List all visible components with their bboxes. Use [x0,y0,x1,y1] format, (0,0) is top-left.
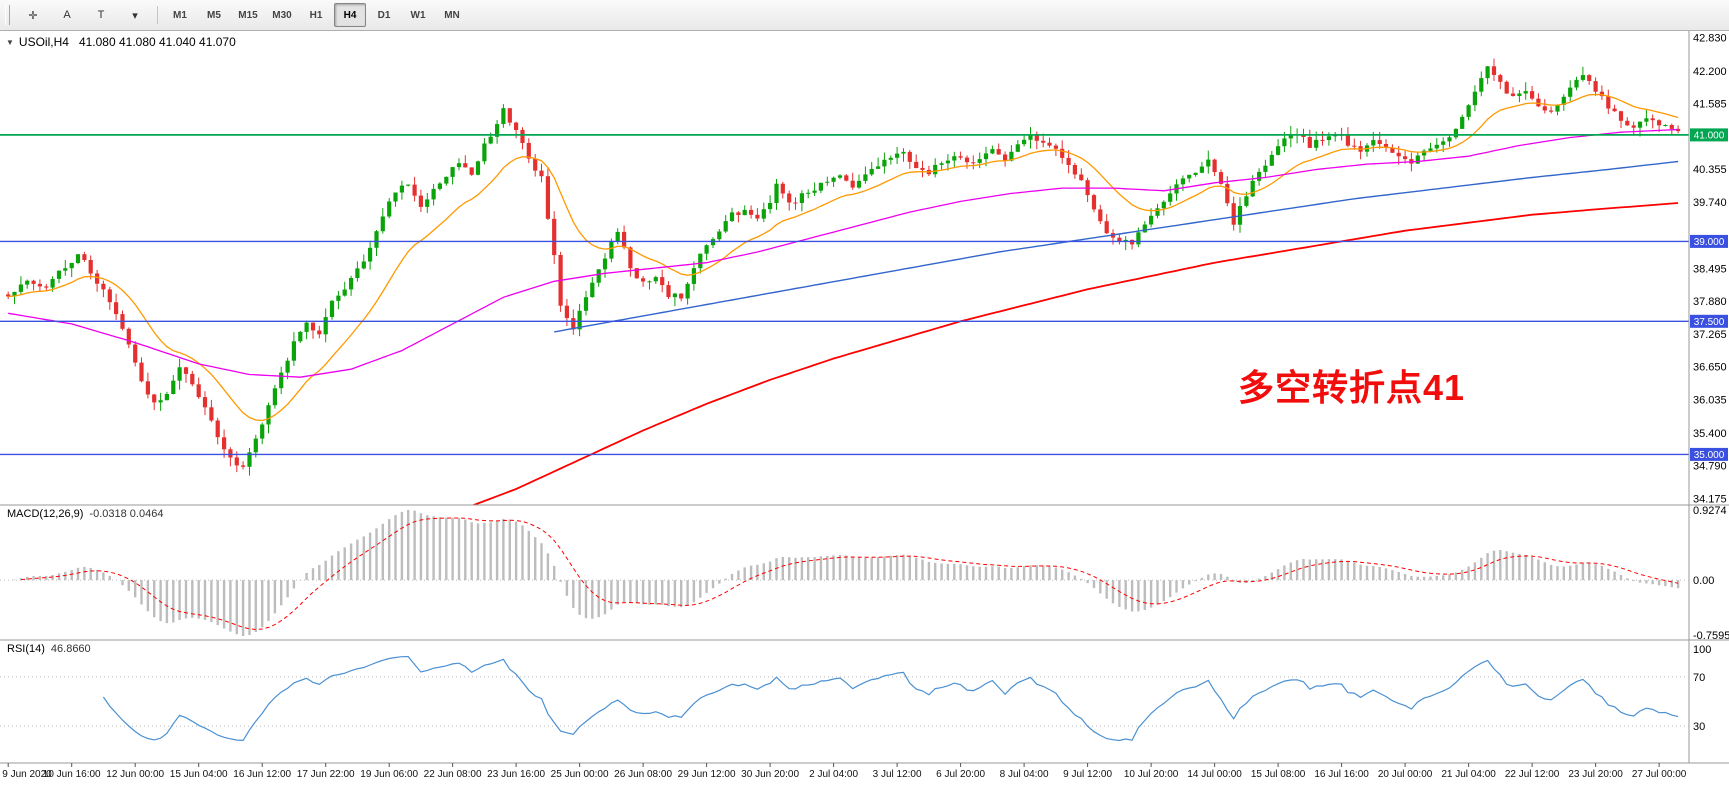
timeframe-button-d1[interactable]: D1 [377,9,391,21]
ma-red-line [471,202,1679,505]
svg-text:8 Jul 04:00: 8 Jul 04:00 [1000,769,1049,780]
cursor-tool-icon[interactable]: ✛ [28,9,38,22]
svg-text:37.880: 37.880 [1693,296,1727,308]
svg-text:3 Jul 12:00: 3 Jul 12:00 [873,769,922,780]
timeframe-button-h4[interactable]: H4 [334,3,366,27]
svg-text:35.400: 35.400 [1693,428,1727,440]
macd-axis: 0.9274 0.00 -0.7595 [1693,505,1729,642]
svg-text:10 Jun 16:00: 10 Jun 16:00 [43,769,101,780]
price-tags: 41.000 39.000 37.500 35.000 [1690,128,1728,461]
svg-text:36.650: 36.650 [1693,362,1727,374]
candlestick-series [6,58,1681,476]
rsi-axis: 100 70 30 [1693,644,1711,733]
symbol-name: USOil,H4 [18,35,69,49]
toolbar-separator [157,6,158,24]
annotation-text[interactable]: 多空转折点41 [1238,367,1466,408]
horizontal-levels [0,134,1689,456]
svg-text:19 Jun 06:00: 19 Jun 06:00 [360,769,418,780]
svg-text:14 Jul 00:00: 14 Jul 00:00 [1187,769,1242,780]
svg-text:38.495: 38.495 [1693,263,1727,275]
svg-text:34.790: 34.790 [1693,461,1727,473]
svg-text:30: 30 [1693,721,1705,733]
rsi-line [102,655,1679,742]
drawing-tools-dropdown-icon[interactable]: ▾ [132,9,138,22]
svg-text:17 Jun 22:00: 17 Jun 22:00 [297,769,355,780]
svg-text:100: 100 [1693,644,1711,656]
toolbar-grip[interactable] [5,5,10,25]
svg-text:15 Jun 04:00: 15 Jun 04:00 [170,769,228,780]
macd-pane [0,510,1689,636]
ma-orange-line [8,93,1679,422]
svg-text:42.200: 42.200 [1693,66,1727,78]
svg-text:37.265: 37.265 [1693,329,1727,341]
text-label-tool[interactable]: T [97,9,105,21]
svg-text:25 Jun 00:00: 25 Jun 00:00 [551,769,609,780]
svg-text:21 Jul 04:00: 21 Jul 04:00 [1441,769,1496,780]
macd-indicator-title: MACD(12,26,9) -0.0318 0.0464 [7,508,163,520]
macd-label: MACD(12,26,9) [7,508,84,520]
svg-text:22 Jun 08:00: 22 Jun 08:00 [424,769,482,780]
collapse-triangle-icon[interactable]: ▼ [6,38,14,47]
timeframe-button-w1[interactable]: W1 [410,9,426,21]
timeframe-button-m30[interactable]: M30 [272,9,292,21]
svg-text:26 Jun 08:00: 26 Jun 08:00 [614,769,672,780]
svg-text:23 Jul 20:00: 23 Jul 20:00 [1568,769,1623,780]
ma-magenta-line [8,128,1679,378]
svg-text:40.355: 40.355 [1693,164,1727,176]
rsi-label: RSI(14) [7,643,45,655]
moving-averages [8,93,1679,505]
svg-text:0.00: 0.00 [1693,575,1714,587]
svg-text:41.000: 41.000 [1694,130,1725,141]
macd-signal-line [20,517,1679,631]
price-chart[interactable]: 42.830 42.200 41.585 40.355 39.740 38.495 37.8… [0,31,1729,797]
svg-text:16 Jul 16:00: 16 Jul 16:00 [1314,769,1369,780]
timeframe-button-m1[interactable]: M1 [173,9,187,21]
svg-text:22 Jul 12:00: 22 Jul 12:00 [1505,769,1560,780]
rsi-value: 46.8660 [50,643,91,655]
toolbar: ✛ A T ▾ M1 M5 M15 M30 H1 H4 D1 W1 MN [0,0,1729,31]
svg-text:36.035: 36.035 [1693,394,1727,406]
svg-text:0.9274: 0.9274 [1693,505,1727,517]
timeframe-button-mn[interactable]: MN [444,9,460,21]
svg-text:16 Jun 12:00: 16 Jun 12:00 [233,769,291,780]
macd-values: -0.0318 0.0464 [89,508,164,520]
svg-text:34.175: 34.175 [1693,493,1727,505]
ma-blue-line [554,160,1679,333]
price-axis: 42.830 42.200 41.585 40.355 39.740 38.495 37.8… [1693,32,1727,505]
svg-text:42.830: 42.830 [1693,32,1727,44]
timeframe-button-m15[interactable]: M15 [238,9,258,21]
timeframe-button-m5[interactable]: M5 [207,9,221,21]
svg-text:10 Jul 20:00: 10 Jul 20:00 [1124,769,1179,780]
rsi-indicator-title: RSI(14) 46.8660 [7,643,91,655]
svg-text:39.740: 39.740 [1693,197,1727,209]
svg-text:2 Jul 04:00: 2 Jul 04:00 [809,769,858,780]
symbol-title: ▼ USOil,H4 41.080 41.080 41.040 41.070 [6,35,236,49]
svg-text:15 Jul 08:00: 15 Jul 08:00 [1251,769,1306,780]
svg-text:39.000: 39.000 [1694,237,1725,248]
svg-text:20 Jul 00:00: 20 Jul 00:00 [1378,769,1433,780]
svg-text:35.000: 35.000 [1694,450,1725,461]
ohlc-values: 41.080 41.080 41.040 41.070 [78,35,236,49]
text-annotation-tool[interactable]: A [63,9,71,21]
svg-text:27 Jul 00:00: 27 Jul 00:00 [1632,769,1687,780]
svg-text:9 Jun 2020: 9 Jun 2020 [2,769,52,780]
svg-text:9 Jul 12:00: 9 Jul 12:00 [1063,769,1112,780]
chart-area: 42.830 42.200 41.585 40.355 39.740 38.495 37.8… [0,31,1729,797]
svg-text:37.500: 37.500 [1694,317,1725,328]
svg-text:-0.7595: -0.7595 [1693,630,1729,642]
svg-text:29 Jun 12:00: 29 Jun 12:00 [678,769,736,780]
svg-text:41.585: 41.585 [1693,99,1727,111]
svg-text:6 Jul 20:00: 6 Jul 20:00 [936,769,985,780]
svg-text:23 Jun 16:00: 23 Jun 16:00 [487,769,545,780]
rsi-pane [0,655,1689,742]
timeframe-button-h1[interactable]: H1 [309,9,323,21]
svg-text:30 Jun 20:00: 30 Jun 20:00 [741,769,799,780]
pane-dividers [0,31,1729,764]
svg-text:70: 70 [1693,672,1705,684]
svg-text:12 Jun 00:00: 12 Jun 00:00 [106,769,164,780]
